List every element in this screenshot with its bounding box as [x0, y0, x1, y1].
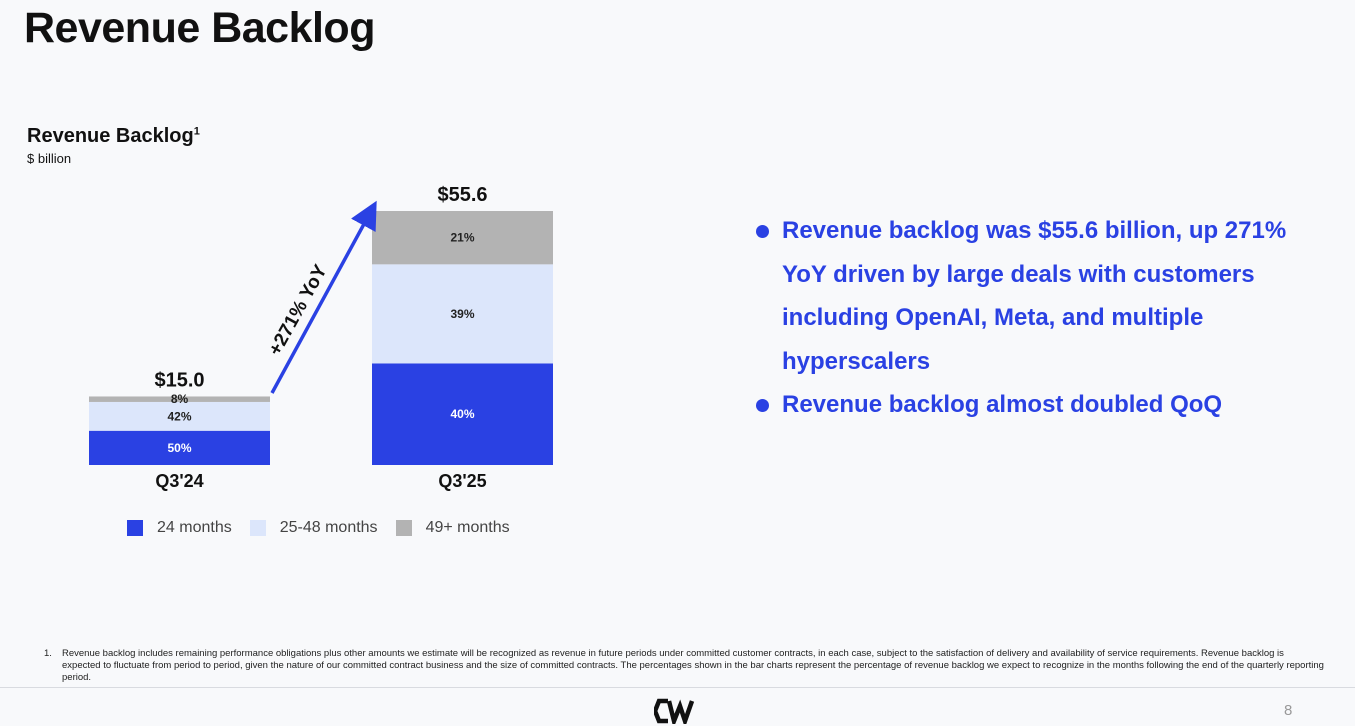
key-point: Revenue backlog was $55.6 billion, up 27… [756, 209, 1316, 383]
legend-swatch [127, 520, 143, 536]
legend-swatch [395, 520, 412, 536]
page-number: 8 [1284, 702, 1293, 719]
key-point: Revenue backlog almost doubled QoQ [756, 383, 1316, 427]
footnote-number: 1. [44, 648, 52, 659]
chart-footnote-ref: 1 [193, 125, 200, 138]
key-point-text: Revenue backlog almost doubled QoQ [782, 391, 1223, 418]
yoy-arrow [270, 200, 377, 394]
legend-item-25-48-months: 25-48 months [249, 519, 378, 537]
legend-label: 49+ months [425, 519, 510, 536]
bullet-dot-icon [756, 399, 769, 412]
bar-segment-label: 8% [171, 392, 189, 406]
bar-segment-label: 42% [167, 409, 191, 423]
chart-legend: 24 months 25-48 months 49+ months [127, 519, 510, 537]
bar-segment-25-48-months [372, 264, 553, 364]
bar-segment-49-months [89, 396, 270, 402]
legend-label: 25-48 months [279, 519, 378, 536]
chart-title-text: Revenue Backlog [27, 125, 194, 147]
bar-total-label: $15.0 [154, 369, 204, 391]
company-logo: CW [654, 698, 695, 724]
bar-segment-24-months [372, 363, 553, 465]
bar-segment-label: 50% [167, 441, 191, 455]
chart-title: Revenue Backlog1 [27, 125, 200, 148]
chart-unit: $ billion [27, 151, 72, 166]
legend-item-24-months: 24 months [127, 519, 232, 537]
bar-segment-label: 39% [450, 307, 474, 321]
key-point-text: Revenue backlog was $55.6 billion, up 27… [782, 217, 1287, 375]
legend-swatch [249, 520, 266, 536]
category-label: Q3'24 [155, 471, 203, 491]
key-points: Revenue backlog was $55.6 billion, up 27… [756, 209, 1316, 427]
footer-divider [0, 687, 1355, 688]
footnote: 1. Revenue backlog includes remaining pe… [44, 648, 1324, 684]
bar-segment-label: 21% [450, 231, 474, 245]
legend-label: 24 months [157, 519, 232, 536]
page-title: Revenue Backlog [24, 4, 375, 52]
bar-segment-24-months [89, 430, 270, 465]
bar-segment-49-months [372, 211, 553, 265]
footnote-text: Revenue backlog includes remaining perfo… [62, 648, 1324, 683]
bullet-dot-icon [756, 225, 769, 238]
bar-segment-25-48-months [89, 401, 270, 431]
bar-segment-label: 40% [450, 407, 474, 421]
legend-item-49-plus-months: 49+ months [395, 519, 510, 537]
bar-total-label: $55.6 [437, 184, 487, 206]
category-label: Q3'25 [438, 471, 486, 491]
